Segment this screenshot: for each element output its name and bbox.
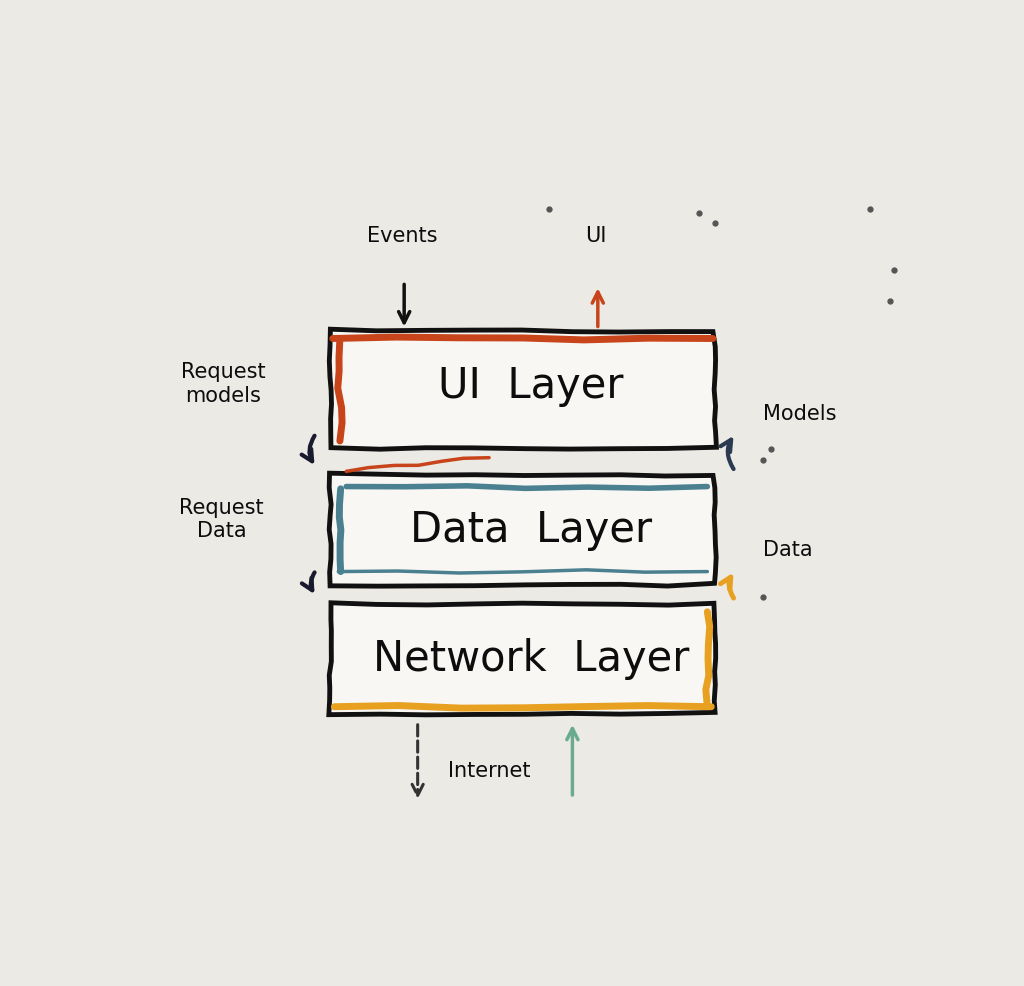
Text: Network  Layer: Network Layer <box>373 638 689 680</box>
Polygon shape <box>330 329 717 450</box>
Text: UI: UI <box>586 226 607 246</box>
Polygon shape <box>329 473 716 586</box>
Text: Data: Data <box>763 539 812 560</box>
Text: Events: Events <box>367 226 437 246</box>
Text: Request
models: Request models <box>181 363 265 405</box>
Text: Models: Models <box>763 404 837 424</box>
Text: UI  Layer: UI Layer <box>438 365 624 407</box>
Text: Internet: Internet <box>447 761 530 781</box>
Text: Request
Data: Request Data <box>179 498 264 540</box>
Polygon shape <box>329 602 716 715</box>
Text: Data  Layer: Data Layer <box>410 509 652 551</box>
